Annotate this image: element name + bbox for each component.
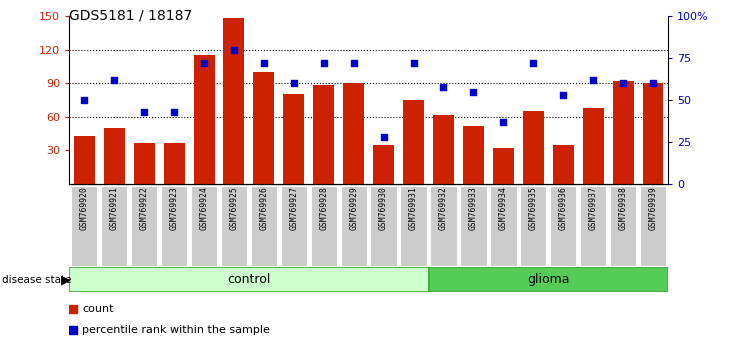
Bar	[642, 83, 664, 184]
Text: ▶: ▶	[61, 273, 70, 286]
Bar	[429, 267, 668, 292]
Text: GSM769925: GSM769925	[229, 187, 239, 230]
Bar	[340, 186, 367, 267]
Point	[528, 60, 539, 66]
Text: GSM769926: GSM769926	[259, 187, 269, 230]
Bar	[490, 186, 517, 267]
Point	[378, 134, 390, 140]
Point	[258, 60, 270, 66]
Bar	[370, 186, 397, 267]
Bar	[71, 186, 98, 267]
Text: GSM769934: GSM769934	[499, 187, 508, 230]
Point	[168, 109, 180, 115]
Bar	[430, 186, 457, 267]
Bar	[373, 145, 394, 184]
Text: GSM769923: GSM769923	[169, 187, 179, 230]
Bar	[164, 143, 185, 184]
Bar	[104, 128, 125, 184]
Text: GSM769932: GSM769932	[439, 187, 448, 230]
Bar	[343, 83, 364, 184]
Bar	[523, 111, 544, 184]
Point	[78, 97, 91, 103]
Bar	[610, 186, 637, 267]
Bar	[520, 186, 547, 267]
Point	[618, 80, 629, 86]
Point	[468, 89, 480, 95]
Point	[347, 60, 359, 66]
Bar	[550, 186, 577, 267]
Bar	[433, 115, 454, 184]
Point	[438, 84, 450, 89]
Text: control: control	[227, 273, 271, 286]
Bar	[283, 95, 304, 184]
Text: GDS5181 / 18187: GDS5181 / 18187	[69, 9, 193, 23]
Bar	[101, 186, 128, 267]
Bar	[280, 186, 307, 267]
Point	[108, 77, 120, 83]
Point	[407, 60, 419, 66]
Text: GSM769920: GSM769920	[80, 187, 89, 230]
Point	[587, 77, 599, 83]
Bar	[639, 186, 666, 267]
Text: count: count	[82, 304, 114, 314]
Text: percentile rank within the sample: percentile rank within the sample	[82, 325, 270, 336]
Bar	[580, 186, 607, 267]
Bar	[400, 186, 427, 267]
Bar	[313, 85, 334, 184]
Text: GSM769938: GSM769938	[618, 187, 628, 230]
Text: GSM769922: GSM769922	[139, 187, 149, 230]
Point	[199, 60, 210, 66]
Point	[318, 60, 330, 66]
Bar	[191, 186, 218, 267]
Point	[558, 92, 569, 98]
Bar	[460, 186, 487, 267]
Bar	[250, 186, 277, 267]
Text: GSM769924: GSM769924	[199, 187, 209, 230]
Bar	[220, 186, 247, 267]
Bar	[69, 267, 429, 292]
Text: GSM769933: GSM769933	[469, 187, 478, 230]
Point	[139, 109, 150, 115]
Bar	[253, 72, 274, 184]
Point	[315, 231, 326, 236]
Bar	[553, 145, 574, 184]
Text: GSM769937: GSM769937	[588, 187, 598, 230]
Bar	[310, 186, 337, 267]
Point	[498, 119, 510, 125]
Bar	[612, 81, 634, 184]
Point	[288, 80, 300, 86]
Bar	[223, 18, 245, 184]
Text: GSM769931: GSM769931	[409, 187, 418, 230]
Bar	[493, 148, 514, 184]
Bar	[583, 108, 604, 184]
Text: disease state: disease state	[2, 275, 72, 285]
Point	[315, 38, 326, 44]
Text: glioma: glioma	[527, 273, 569, 286]
Point	[648, 80, 659, 86]
Text: GSM769928: GSM769928	[319, 187, 328, 230]
Point	[228, 47, 239, 52]
Text: GSM769936: GSM769936	[558, 187, 568, 230]
Bar	[134, 143, 155, 184]
Bar	[131, 186, 158, 267]
Bar	[161, 186, 188, 267]
Text: GSM769921: GSM769921	[110, 187, 119, 230]
Bar	[193, 55, 215, 184]
Bar	[74, 136, 95, 184]
Bar	[463, 126, 484, 184]
Text: GSM769927: GSM769927	[289, 187, 299, 230]
Text: GSM769939: GSM769939	[648, 187, 658, 230]
Text: GSM769935: GSM769935	[529, 187, 538, 230]
Text: GSM769930: GSM769930	[379, 187, 388, 230]
Bar	[403, 100, 424, 184]
Text: GSM769929: GSM769929	[349, 187, 358, 230]
